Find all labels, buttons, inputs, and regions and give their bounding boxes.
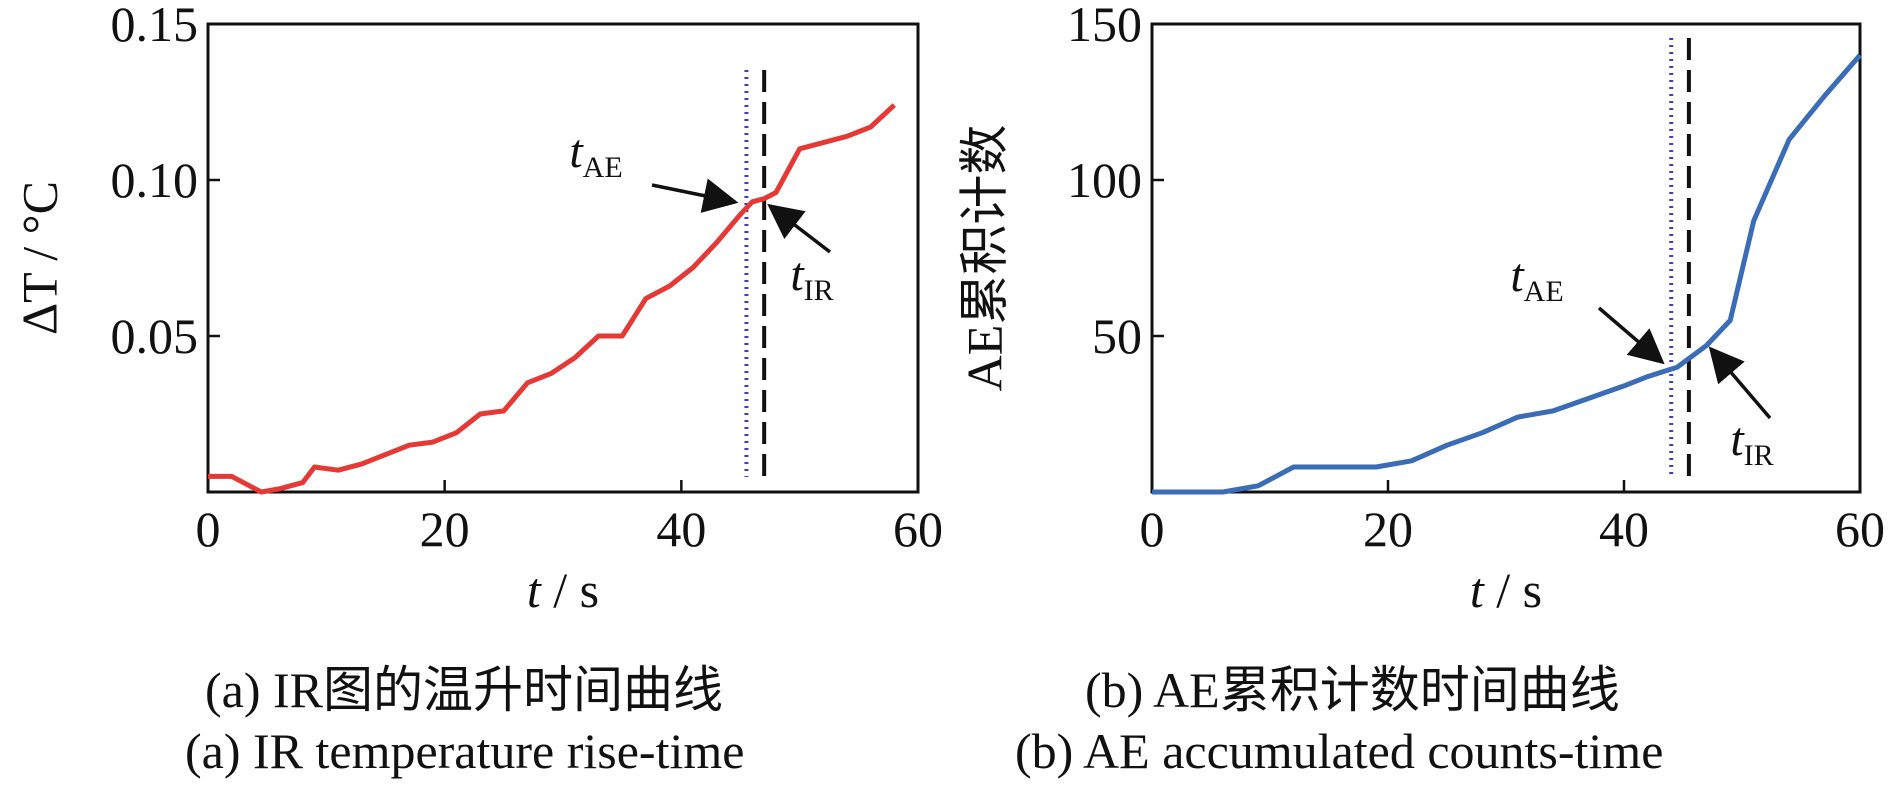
y-tick-label: 50 (1092, 308, 1142, 364)
x-tick-label: 20 (420, 501, 470, 557)
plot-frame (1150, 22, 1862, 494)
caption-b-chinese: (b) AE累积计数时间曲线 (1085, 662, 1620, 718)
data-series-line (208, 103, 897, 495)
caption-a-chinese: (a) IR图的温升时间曲线 (205, 662, 723, 718)
y-axis-title: ΔT / °C (11, 181, 67, 335)
chart-panel-a: 0 20 40 60 0.05 0.10 0.15 t / s ΔT / °C tAE tIR (11, 0, 943, 618)
x-tick-label: 20 (1363, 501, 1413, 557)
y-tick-label: 0.15 (111, 0, 199, 52)
y-axis-title: AE累积计数 (956, 125, 1012, 392)
y-tick-label: 150 (1067, 0, 1142, 52)
caption-b-english: (b) AE accumulated counts-time (1015, 723, 1664, 779)
annotation-arrow (1708, 346, 1772, 420)
x-tick-label: 0 (1140, 501, 1165, 557)
y-tick-label: 0.05 (111, 308, 199, 364)
tae-annotation-label: tAE (1510, 249, 1563, 308)
annotation-arrow (651, 178, 739, 213)
x-axis-title: t / s (1470, 562, 1542, 618)
x-axis-title: t / s (527, 562, 599, 618)
plot-frame (206, 22, 920, 494)
data-series-line (1152, 53, 1862, 495)
annotation-arrow (767, 203, 832, 254)
annotation-arrow (1597, 306, 1665, 365)
caption-a-english: (a) IR temperature rise-time (185, 723, 745, 779)
chart-panel-b: 0 20 40 60 50 100 150 t / s AE累积计数 tAE tIR (956, 0, 1885, 618)
x-tick-label: 40 (656, 501, 706, 557)
y-tick-label: 0.10 (111, 152, 199, 208)
tae-annotation-label: tAE (569, 125, 622, 184)
x-tick-label: 40 (1599, 501, 1649, 557)
x-tick-label: 0 (196, 501, 221, 557)
tir-annotation-label: tIR (1730, 413, 1773, 472)
tir-annotation-label: tIR (790, 248, 833, 307)
x-tick-label: 60 (1835, 501, 1885, 557)
y-tick-label: 100 (1067, 152, 1142, 208)
x-tick-label: 60 (893, 501, 943, 557)
